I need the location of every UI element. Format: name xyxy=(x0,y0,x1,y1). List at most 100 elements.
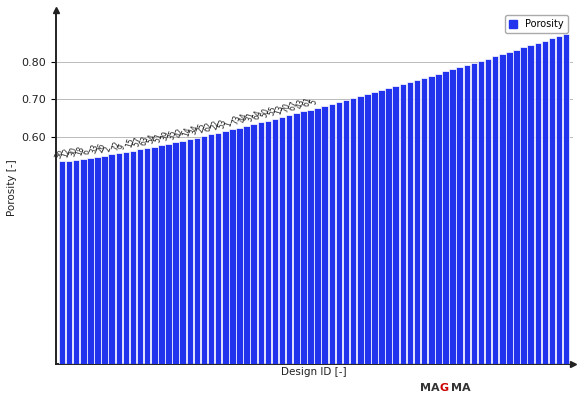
Text: 63: 63 xyxy=(139,134,150,146)
Bar xyxy=(456,67,463,364)
Bar xyxy=(513,50,520,364)
Text: 33: 33 xyxy=(89,143,100,155)
Bar xyxy=(477,61,484,364)
Bar xyxy=(137,149,143,364)
Bar xyxy=(130,151,136,364)
Bar xyxy=(73,160,79,364)
Text: 57: 57 xyxy=(132,136,143,148)
Bar xyxy=(357,96,364,364)
Bar xyxy=(392,86,399,364)
Text: 1: 1 xyxy=(224,120,234,128)
Text: 13: 13 xyxy=(273,103,285,115)
Text: 39: 39 xyxy=(160,130,171,142)
Bar xyxy=(463,65,470,364)
Bar xyxy=(542,41,548,364)
Bar xyxy=(385,88,392,364)
Bar xyxy=(470,63,477,364)
Bar xyxy=(243,126,250,364)
X-axis label: Design ID [-]: Design ID [-] xyxy=(281,367,347,377)
Text: 12: 12 xyxy=(61,147,72,159)
Bar xyxy=(279,117,286,364)
Bar xyxy=(485,58,491,364)
Bar xyxy=(222,131,229,364)
Text: G: G xyxy=(440,383,449,393)
Text: 2: 2 xyxy=(103,146,113,152)
Text: 53: 53 xyxy=(217,117,228,129)
Text: 22: 22 xyxy=(210,119,221,131)
Bar xyxy=(492,56,498,364)
Bar xyxy=(87,158,94,364)
Text: 26: 26 xyxy=(96,142,107,154)
Bar xyxy=(151,146,157,364)
Text: 5: 5 xyxy=(309,98,319,106)
Bar xyxy=(364,94,371,364)
Bar xyxy=(407,82,413,364)
Bar xyxy=(236,128,243,364)
Text: 62: 62 xyxy=(202,120,214,132)
Bar xyxy=(329,104,335,364)
Bar xyxy=(272,119,278,364)
Text: 50: 50 xyxy=(259,107,271,119)
Text: 67: 67 xyxy=(288,100,299,112)
Text: 61: 61 xyxy=(302,96,313,108)
Text: 18: 18 xyxy=(75,145,86,157)
Bar xyxy=(428,76,434,364)
Bar xyxy=(258,122,264,364)
Bar xyxy=(59,161,65,364)
Bar xyxy=(520,48,527,364)
Bar xyxy=(435,74,442,364)
Bar xyxy=(506,52,512,364)
Text: 25: 25 xyxy=(195,122,207,134)
Bar xyxy=(101,156,108,364)
Text: 31: 31 xyxy=(245,110,257,122)
Bar xyxy=(194,138,200,364)
Text: MA: MA xyxy=(451,383,470,393)
Bar xyxy=(321,106,328,364)
Text: 14: 14 xyxy=(181,125,192,137)
Bar xyxy=(442,72,449,364)
Bar xyxy=(449,69,456,364)
Legend: Porosity: Porosity xyxy=(505,15,568,33)
Bar xyxy=(399,84,406,364)
Bar xyxy=(165,144,172,364)
Bar xyxy=(208,134,215,364)
Text: 72: 72 xyxy=(110,140,122,151)
Bar xyxy=(378,90,385,364)
Bar xyxy=(549,38,555,364)
Bar xyxy=(535,43,541,364)
Bar xyxy=(563,34,570,364)
Bar xyxy=(343,100,349,364)
Text: 73: 73 xyxy=(231,114,243,126)
Bar xyxy=(173,142,179,364)
Text: 51: 51 xyxy=(153,132,164,143)
Bar xyxy=(336,102,342,364)
Text: 54: 54 xyxy=(146,133,157,145)
Bar xyxy=(158,145,164,364)
Y-axis label: Porosity [-]: Porosity [-] xyxy=(7,159,17,216)
Bar xyxy=(414,80,420,364)
Bar xyxy=(314,108,321,364)
Bar xyxy=(265,121,271,364)
Text: 64: 64 xyxy=(252,108,264,120)
Text: 44: 44 xyxy=(238,112,250,124)
Text: 9: 9 xyxy=(117,143,127,150)
Bar xyxy=(108,154,115,364)
Bar xyxy=(556,36,563,364)
Bar xyxy=(528,45,534,364)
Bar xyxy=(215,133,222,364)
Text: 36: 36 xyxy=(54,147,65,159)
Text: 43: 43 xyxy=(295,98,306,110)
Bar xyxy=(122,152,129,364)
Bar xyxy=(187,139,193,364)
Text: 35: 35 xyxy=(167,128,178,140)
Text: MA: MA xyxy=(420,383,440,393)
Text: 70: 70 xyxy=(280,101,292,113)
Bar xyxy=(229,129,236,364)
Bar xyxy=(499,54,505,364)
Bar xyxy=(421,78,427,364)
Bar xyxy=(180,141,186,364)
Bar xyxy=(307,110,314,364)
Bar xyxy=(115,153,122,364)
Text: 34: 34 xyxy=(188,124,200,136)
Bar xyxy=(144,148,150,364)
